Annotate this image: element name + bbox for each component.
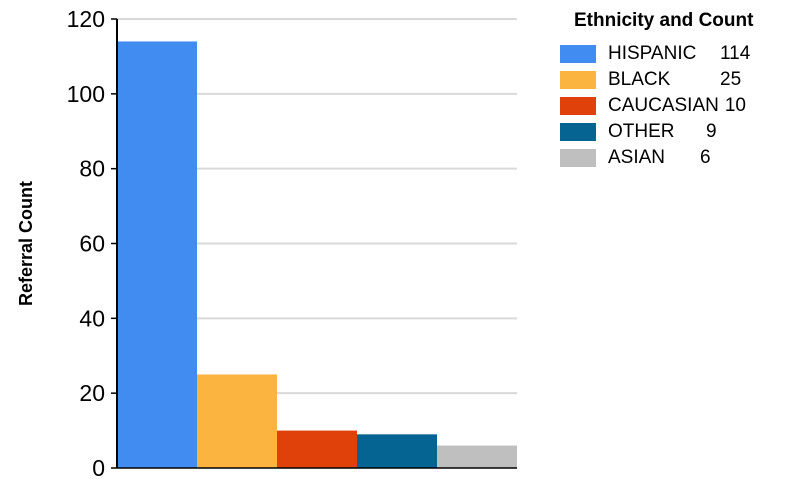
legend-item-hispanic: HISPANIC 114 xyxy=(560,41,782,67)
legend-swatch-asian xyxy=(560,149,596,167)
legend-count-black: 25 xyxy=(720,69,742,90)
legend-swatch-hispanic xyxy=(560,45,596,63)
y-tick-label: 60 xyxy=(79,231,105,257)
chart-legend: Ethnicity and Count HISPANIC 114 BLACK 2… xyxy=(560,10,782,171)
bar-hispanic xyxy=(117,41,197,468)
bar-asian xyxy=(437,445,517,468)
legend-count-caucasian: 10 xyxy=(724,95,746,116)
legend-swatch-other xyxy=(560,123,596,141)
legend-count-other: 9 xyxy=(706,121,717,142)
legend-count-asian: 6 xyxy=(700,147,711,168)
legend-label-asian: ASIAN xyxy=(608,147,666,168)
legend-count-hispanic: 114 xyxy=(720,43,751,64)
y-tick-label: 0 xyxy=(92,455,105,479)
y-tick-label: 120 xyxy=(67,6,105,32)
legend-label-other: OTHER xyxy=(608,121,675,142)
y-axis-label: Referral Count xyxy=(16,181,36,306)
legend-item-other: OTHER 9 xyxy=(560,119,782,145)
bar-caucasian xyxy=(277,430,357,468)
legend-item-asian: ASIAN 6 xyxy=(560,145,782,171)
legend-item-caucasian: CAUCASIAN 10 xyxy=(560,93,782,119)
legend-label-hispanic: HISPANIC xyxy=(608,43,697,64)
legend-title: Ethnicity and Count xyxy=(574,10,754,31)
legend-label-caucasian: CAUCASIAN xyxy=(608,95,719,116)
y-tick-label: 40 xyxy=(79,305,105,331)
bar-other xyxy=(357,434,437,468)
legend-item-black: BLACK 25 xyxy=(560,67,782,93)
y-tick-label: 20 xyxy=(79,380,105,406)
legend-swatch-black xyxy=(560,71,596,89)
bar-black xyxy=(197,374,277,468)
y-tick-label: 80 xyxy=(79,156,105,182)
legend-swatch-caucasian xyxy=(560,97,596,115)
y-tick-label: 100 xyxy=(67,81,105,107)
legend-label-black: BLACK xyxy=(608,69,671,90)
